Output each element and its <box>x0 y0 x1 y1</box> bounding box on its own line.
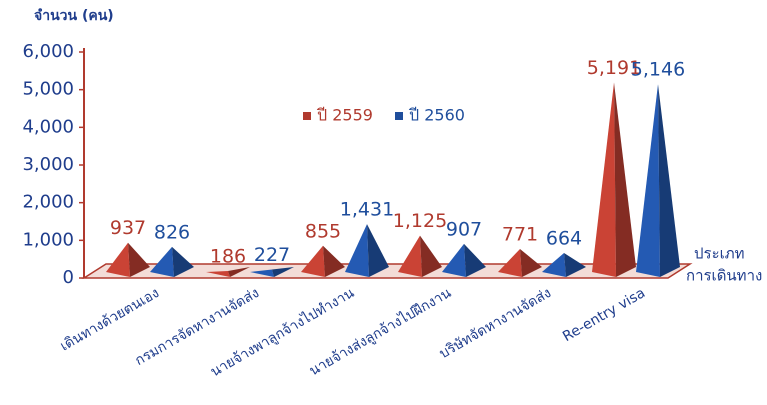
x-tick-label: บริษัทจัดหางานจัดส่ง <box>437 285 554 362</box>
pyramid-face-right <box>464 243 486 277</box>
x-axis-label: การเดินทาง <box>686 267 762 285</box>
pyramid <box>150 246 194 277</box>
pyramid-face-left <box>592 82 616 277</box>
y-tick-label: 1,000 <box>22 229 74 250</box>
pyramid-face-right <box>172 246 194 277</box>
pyramid-face-left <box>250 269 274 277</box>
value-label: 855 <box>305 220 341 242</box>
value-label: 5,146 <box>631 59 685 81</box>
pyramid <box>106 242 150 277</box>
x-tick-label: เดินทางด้วยตนเอง <box>58 285 162 354</box>
pyramid-face-left <box>542 252 566 277</box>
value-label: 5,191 <box>587 57 641 79</box>
pyramid-face-right <box>367 224 389 277</box>
x-tick-label: Re-entry visa <box>560 285 648 345</box>
pyramid-face-right <box>228 267 250 277</box>
pyramid-face-right <box>420 235 442 277</box>
value-label: 1,431 <box>340 199 394 221</box>
y-tick-label: 0 <box>63 267 74 288</box>
pyramid-face-right <box>272 267 294 277</box>
value-label: 826 <box>154 221 190 243</box>
y-axis-label: จำนวน (คน) <box>34 8 114 24</box>
y-tick-label: 2,000 <box>22 192 74 213</box>
y-tick-label: 6,000 <box>22 41 74 62</box>
pyramid-face-left <box>106 242 130 277</box>
x-axis-label: ประเภท <box>694 245 745 263</box>
pyramid <box>498 248 542 277</box>
pyramid-face-right <box>520 248 542 277</box>
legend-swatch <box>303 112 311 120</box>
pyramid-face-right <box>128 242 150 277</box>
value-label: 1,125 <box>393 210 447 232</box>
value-label: 937 <box>110 217 146 239</box>
pyramid-face-left <box>398 235 422 277</box>
pyramid-face-right <box>564 252 586 277</box>
value-label: 771 <box>502 223 538 245</box>
value-label: 664 <box>546 227 582 249</box>
pyramid <box>250 267 294 277</box>
value-label: 907 <box>446 218 482 240</box>
pyramid <box>592 82 636 277</box>
pyramid-face-left <box>345 224 369 277</box>
pyramid <box>442 243 486 277</box>
pyramid-face-left <box>498 248 522 277</box>
y-tick-label: 5,000 <box>22 79 74 100</box>
pyramid <box>636 84 680 278</box>
pyramid-face-right <box>614 82 636 277</box>
legend-label: ปี 2559 <box>317 106 373 125</box>
pyramid <box>398 235 442 277</box>
legend-label: ปี 2560 <box>409 106 465 125</box>
pyramid-face-left <box>636 84 660 278</box>
y-tick-label: 3,000 <box>22 154 74 175</box>
pyramid <box>345 224 389 277</box>
pyramid-face-right <box>658 84 680 278</box>
pyramid <box>206 267 250 277</box>
pyramid-face-left <box>301 245 325 277</box>
legend-swatch <box>395 112 403 120</box>
value-label: 227 <box>254 244 290 266</box>
pyramid-face-right <box>323 245 345 277</box>
pyramid <box>542 252 586 277</box>
pyramid <box>301 245 345 277</box>
value-label: 186 <box>210 245 246 267</box>
pyramid-face-left <box>150 246 174 277</box>
y-tick-label: 4,000 <box>22 116 74 137</box>
pyramid-face-left <box>442 243 466 277</box>
pyramid-face-left <box>206 270 230 277</box>
